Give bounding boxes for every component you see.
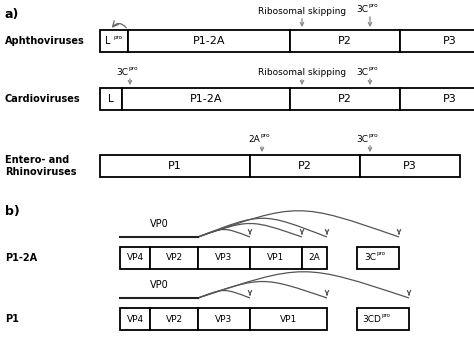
Bar bbox=[128, 30, 290, 52]
Text: L: L bbox=[108, 94, 114, 104]
Bar bbox=[290, 88, 400, 110]
Text: pro: pro bbox=[377, 251, 386, 256]
Bar bbox=[250, 155, 360, 177]
Text: pro: pro bbox=[129, 66, 138, 71]
Text: VP0: VP0 bbox=[150, 280, 168, 290]
Bar bbox=[198, 247, 250, 269]
Text: Ribosomal skipping: Ribosomal skipping bbox=[258, 68, 346, 77]
Bar bbox=[100, 30, 128, 52]
Text: 3C: 3C bbox=[356, 135, 368, 144]
Text: P2: P2 bbox=[338, 94, 352, 104]
Text: 3C: 3C bbox=[116, 68, 128, 77]
Text: P1-2A: P1-2A bbox=[190, 94, 222, 104]
Text: L: L bbox=[105, 36, 111, 46]
Bar bbox=[357, 308, 409, 330]
Text: P2: P2 bbox=[298, 161, 312, 171]
Text: Entero- and
Rhinoviruses: Entero- and Rhinoviruses bbox=[5, 155, 76, 177]
Bar bbox=[400, 88, 474, 110]
Text: Ribosomal skipping: Ribosomal skipping bbox=[258, 7, 346, 16]
Text: VP2: VP2 bbox=[165, 315, 182, 324]
Text: P1: P1 bbox=[5, 314, 19, 324]
Bar bbox=[120, 308, 150, 330]
Text: pro: pro bbox=[261, 133, 271, 138]
Text: P3: P3 bbox=[443, 36, 457, 46]
Bar bbox=[400, 30, 474, 52]
Text: 3CD: 3CD bbox=[362, 315, 381, 324]
Text: pro: pro bbox=[114, 35, 123, 39]
Text: 3C: 3C bbox=[364, 253, 376, 263]
Text: 3C: 3C bbox=[356, 68, 368, 77]
Text: b): b) bbox=[5, 205, 20, 218]
Text: Cardioviruses: Cardioviruses bbox=[5, 94, 81, 104]
Bar bbox=[357, 247, 399, 269]
Bar bbox=[302, 247, 327, 269]
Text: P1-2A: P1-2A bbox=[193, 36, 225, 46]
Text: 2A: 2A bbox=[248, 135, 260, 144]
Text: P3: P3 bbox=[443, 94, 457, 104]
Bar bbox=[150, 247, 198, 269]
Bar bbox=[100, 88, 122, 110]
Bar bbox=[250, 247, 302, 269]
Text: VP0: VP0 bbox=[150, 219, 168, 229]
Text: P1-2A: P1-2A bbox=[5, 253, 37, 263]
Text: 3C: 3C bbox=[356, 5, 368, 14]
Bar bbox=[360, 155, 460, 177]
Bar bbox=[250, 308, 327, 330]
Text: VP1: VP1 bbox=[280, 315, 297, 324]
Text: VP3: VP3 bbox=[215, 315, 233, 324]
Text: VP3: VP3 bbox=[215, 253, 233, 263]
Text: 2A: 2A bbox=[309, 253, 320, 263]
Bar bbox=[290, 30, 400, 52]
Text: VP1: VP1 bbox=[267, 253, 284, 263]
Text: VP4: VP4 bbox=[127, 253, 144, 263]
Bar bbox=[198, 308, 250, 330]
Text: pro: pro bbox=[369, 133, 379, 138]
Bar bbox=[122, 88, 290, 110]
Text: pro: pro bbox=[382, 313, 391, 317]
Text: VP2: VP2 bbox=[165, 253, 182, 263]
Text: P1: P1 bbox=[168, 161, 182, 171]
Text: a): a) bbox=[5, 8, 19, 21]
Bar bbox=[150, 308, 198, 330]
Text: VP4: VP4 bbox=[127, 315, 144, 324]
Text: pro: pro bbox=[369, 3, 379, 8]
Text: Aphthoviruses: Aphthoviruses bbox=[5, 36, 85, 46]
Text: pro: pro bbox=[369, 66, 379, 71]
Bar bbox=[120, 247, 150, 269]
Text: P2: P2 bbox=[338, 36, 352, 46]
Text: P3: P3 bbox=[403, 161, 417, 171]
Bar bbox=[100, 155, 250, 177]
